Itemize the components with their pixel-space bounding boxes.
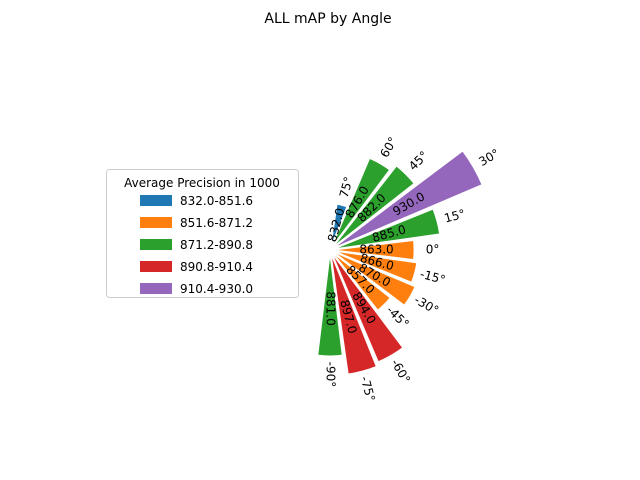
legend-label-1: 832.0-851.6: [180, 194, 253, 208]
tick-label-minus-15: -15°: [419, 267, 447, 287]
legend-swatch-3: [140, 239, 172, 250]
bar-60: [331, 156, 392, 246]
legend-swatch-2: [140, 217, 172, 228]
legend-swatch-1: [140, 195, 172, 206]
legend-label-5: 910.4-930.0: [180, 282, 253, 296]
bar-minus-90: [316, 256, 344, 358]
legend-label-3: 871.2-890.8: [180, 238, 253, 252]
legend-label-2: 851.6-871.2: [180, 216, 253, 230]
bar-minus-15: [336, 249, 419, 285]
tick-label-minus-75: -75°: [358, 375, 378, 403]
bar-minus-30: [334, 251, 417, 308]
bar-75: [329, 202, 349, 244]
value-label-0: 863.0: [359, 243, 393, 257]
bar-45: [333, 163, 417, 247]
chart-title: ALL mAP by Angle: [264, 11, 391, 27]
legend: Average Precision in 1000 832.0-851.6 851…: [106, 169, 299, 298]
bar-minus-60: [331, 254, 405, 364]
legend-swatch-5: [140, 283, 172, 294]
bars-group: [316, 148, 485, 376]
value-label-minus-90: 881.0: [324, 291, 338, 325]
tick-label-15: 15°: [443, 207, 467, 226]
legend-title: Average Precision in 1000: [124, 176, 280, 190]
legend-label-4: 890.8-910.4: [180, 260, 253, 274]
tick-label-0: 0°: [426, 243, 440, 257]
bar-minus-45: [333, 253, 393, 313]
legend-swatch-4: [140, 261, 172, 272]
bar-30: [334, 148, 485, 249]
tick-label-minus-90: -90°: [324, 362, 338, 388]
bar-15: [336, 207, 442, 251]
bar-minus-75: [329, 256, 379, 376]
tick-label-75: 75°: [337, 175, 356, 199]
legend-entries: 832.0-851.6 851.6-871.2 871.2-890.8 890.8-9…: [140, 194, 253, 296]
bar-0: [336, 238, 416, 262]
